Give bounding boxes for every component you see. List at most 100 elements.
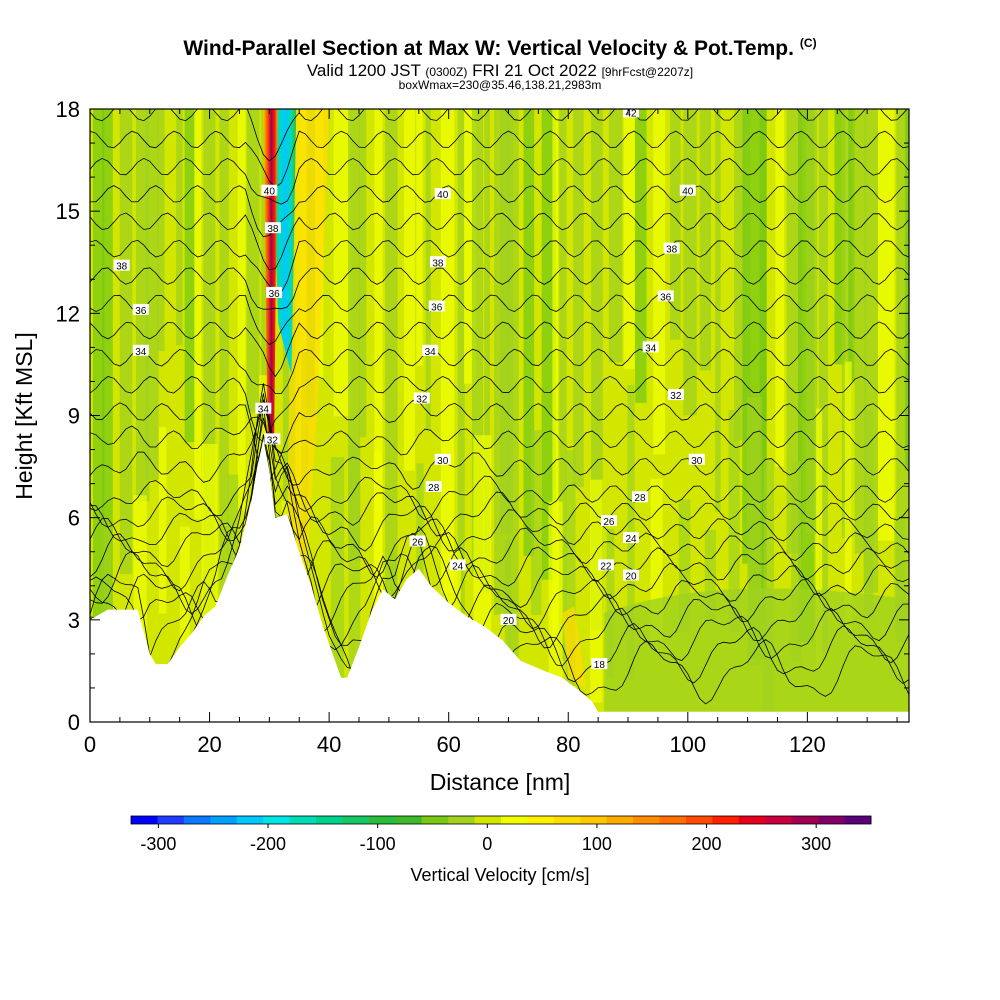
field-stripe — [623, 109, 635, 370]
box-info: boxWmax=230@35.46,138.21,2983m — [398, 78, 602, 92]
field-stripe — [573, 109, 584, 488]
field-stripe — [699, 109, 712, 371]
x-tick-label: 60 — [436, 732, 460, 757]
field-stripe — [742, 109, 750, 564]
colorbar-swatch — [210, 816, 238, 824]
contour-label: 36 — [428, 300, 445, 314]
field-stripe — [818, 109, 828, 651]
y-tick-label: 12 — [56, 301, 80, 326]
y-tick-label: 6 — [68, 506, 80, 531]
field-stripe — [834, 109, 846, 365]
contour-label-text: 38 — [267, 224, 279, 235]
field-stripe — [404, 109, 415, 471]
contour-label: 36 — [266, 286, 283, 300]
field-stripe — [373, 451, 383, 645]
downdraft-core — [271, 109, 297, 375]
x-tick-label: 120 — [789, 732, 826, 757]
contour-label-bg — [132, 303, 149, 315]
contour-label-bg — [642, 341, 659, 353]
contour-label-bg — [266, 286, 283, 298]
field-stripe — [816, 408, 823, 668]
field-stripe — [219, 109, 229, 644]
contour-label-text: 34 — [135, 347, 147, 358]
field-stripe — [92, 109, 105, 632]
y-tick-label: 3 — [68, 608, 80, 633]
contour-label-bg — [255, 402, 272, 414]
x-tick-label: 0 — [84, 732, 96, 757]
colorbar-swatch — [342, 816, 370, 824]
field-stripe — [184, 109, 195, 443]
colorbar-frame — [130, 815, 872, 825]
field-stripe — [635, 109, 647, 403]
theta-line — [90, 406, 909, 619]
field-stripe — [523, 109, 535, 556]
contour-label: 28 — [425, 481, 442, 494]
colorbar-tick-label: -300 — [140, 834, 176, 854]
field-region — [287, 109, 330, 586]
contour-label-bg — [264, 433, 281, 445]
contour-label-bg — [429, 256, 446, 268]
field-stripe — [145, 109, 159, 481]
field-stripe — [194, 109, 202, 520]
theta-line — [90, 239, 909, 294]
field-region — [562, 606, 587, 688]
contour-label-text: 40 — [682, 187, 694, 198]
contour-label-text: 26 — [412, 538, 424, 549]
contour-label-bg — [413, 392, 430, 404]
colorbar-swatch — [316, 816, 343, 824]
field-stripe — [653, 109, 666, 455]
field-stripe — [531, 430, 542, 615]
contour-label: 30 — [688, 453, 705, 467]
contour-label-bg — [591, 658, 608, 670]
contour-label: 40 — [434, 188, 451, 201]
contour-label: 20 — [623, 569, 640, 583]
contour-label: 42 — [623, 106, 640, 119]
contour-label-text: 38 — [116, 262, 128, 273]
contour-label-bg — [264, 222, 281, 234]
field-stripe — [841, 109, 853, 539]
field-stripe — [246, 109, 260, 413]
field-stripe — [854, 109, 867, 554]
colorbar-swatch — [738, 816, 766, 824]
contour-label-bg — [657, 290, 674, 302]
theta-line — [90, 399, 909, 521]
y-tick-label: 9 — [68, 404, 80, 429]
contour-label-bg — [449, 559, 466, 571]
field-stripe — [590, 479, 603, 703]
field-stripe — [704, 529, 716, 624]
contour-label: 40 — [261, 184, 278, 198]
contour-labels: 18 20 20 22 24 24 26 26 28 28 30 30 32 32 32 34 34 34 34 36… — [113, 106, 705, 671]
field-stripe — [119, 109, 133, 575]
colorbar-tick-label: 0 — [482, 834, 492, 854]
field-stripe — [552, 109, 559, 643]
contour-label: 34 — [422, 344, 439, 358]
contour-label: 38 — [113, 259, 130, 273]
contour-label-bg — [679, 184, 696, 196]
contour-label-bg — [422, 344, 439, 356]
contour-label-text: 18 — [594, 660, 606, 671]
contour-label-text: 38 — [432, 258, 444, 269]
contour-label-bg — [409, 535, 426, 547]
theta-line — [90, 321, 909, 378]
theta-line — [90, 348, 909, 395]
theta-line — [90, 185, 909, 238]
colorbar-swatch — [686, 816, 713, 824]
contour-label-bg — [500, 613, 517, 625]
field-stripe — [541, 109, 556, 580]
contour-label-bg — [113, 259, 130, 271]
contour-label-bg — [623, 569, 640, 581]
colorbar-label: Vertical Velocity [cm/s] — [410, 865, 589, 885]
contour-label-text: 36 — [135, 306, 147, 317]
contour-label-text: 20 — [625, 572, 637, 583]
colorbar-swatch — [844, 816, 872, 824]
field-stripe — [374, 109, 383, 669]
contour-label: 26 — [600, 515, 617, 528]
field-stripe — [715, 109, 721, 512]
contour-label-text: 36 — [431, 303, 443, 314]
contour-label-text: 30 — [691, 456, 703, 467]
contour-label-bg — [434, 188, 451, 200]
contour-label-bg — [631, 491, 648, 503]
contour-label: 28 — [631, 491, 648, 504]
